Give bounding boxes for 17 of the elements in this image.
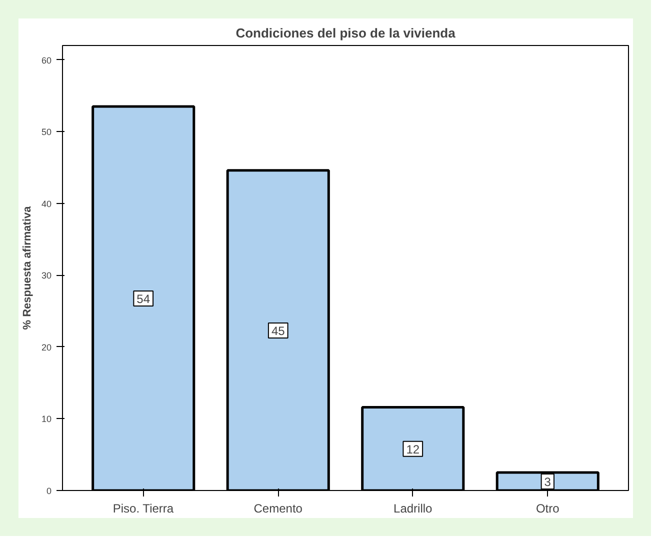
y-axis-title: % Respuesta afirmativa [21, 205, 34, 330]
data-label: 3 [544, 475, 552, 490]
y-tick-label: 60 [41, 55, 52, 66]
y-tick-label: 50 [41, 127, 52, 138]
y-tick-label: 10 [41, 414, 52, 424]
data-label: 12 [406, 442, 420, 456]
y-tick-label: 0 [46, 486, 52, 496]
x-tick-label: Otro [536, 502, 560, 516]
y-tick-label: 20 [41, 342, 52, 352]
y-tick-label: 30 [41, 270, 52, 281]
data-label: 45 [271, 324, 286, 338]
data-label: 54 [136, 292, 150, 306]
x-tick-label: Cemento [254, 502, 303, 516]
x-tick-label: Ladrillo [394, 502, 433, 516]
chart-title: Condiciones del piso de la vivienda [236, 26, 456, 40]
x-tick-label: Piso. Tierra [112, 502, 174, 516]
y-tick-label: 40 [41, 198, 52, 209]
